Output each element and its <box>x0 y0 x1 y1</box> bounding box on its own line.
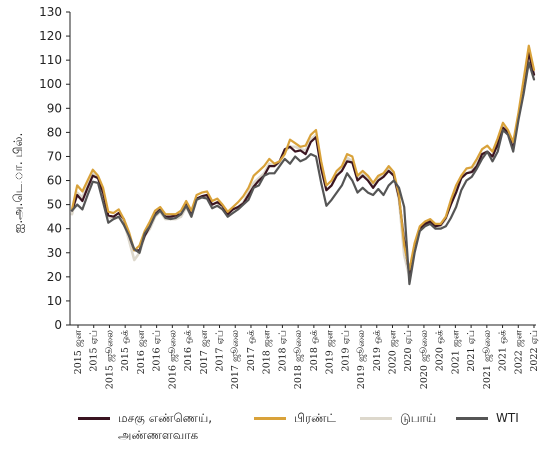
x-tick-label: 2021 ஜன <box>450 329 461 374</box>
legend-label-brent: பிரண்ட் <box>294 411 336 425</box>
legend-label-wti: WTI <box>496 411 519 425</box>
y-tick-label: 30 <box>47 246 62 260</box>
series-brent-line <box>70 44 536 271</box>
legend-swatch-dubai <box>360 417 392 420</box>
legend-swatch-brent <box>254 417 286 420</box>
y-tick-label: 80 <box>47 125 62 139</box>
x-tick-label: 2020 ஜூலை <box>419 330 430 389</box>
x-tick-label: 2016 ஜூலை <box>167 330 178 389</box>
x-tick-label: 2017 ஜூலை <box>230 330 241 389</box>
y-tick-label: 100 <box>39 77 62 91</box>
y-tick-label: 60 <box>47 174 62 188</box>
series-wti-line <box>70 61 536 286</box>
legend: மசகு எண்ணெய், அண்ணளவாக பிரண்ட் டுபாய் WT… <box>0 410 541 450</box>
legend-label-crude-average-line1: மசகு எண்ணெய், <box>118 411 213 425</box>
x-tick-label: 2015 ஜன <box>73 329 84 374</box>
x-tick-label: 2015 ஜூலை <box>104 330 115 389</box>
x-tick-label: 2020 ஏப் <box>403 330 414 372</box>
y-tick-label: 130 <box>39 5 62 19</box>
x-tick-label: 2019 ஒக் <box>372 330 383 371</box>
y-axis: 0 10 20 30 40 50 60 70 80 90 100 110 120 130 <box>39 5 71 332</box>
x-tick-label: 2016 ஏப் <box>152 330 163 372</box>
x-tick-label: 2019 ஜூலை <box>356 330 367 389</box>
y-tick-label: 20 <box>47 270 62 284</box>
x-tick-label: 2020 ஜன <box>387 329 398 374</box>
legend-label-crude-average-line2: அண்ணளவாக <box>118 428 199 442</box>
y-tick-label: 50 <box>47 198 62 212</box>
y-tick-label: 40 <box>47 222 62 236</box>
x-tick-label: 2015 ஏப் <box>89 330 100 372</box>
legend-swatch-wti <box>456 417 488 420</box>
x-tick-label: 2021 ஒக் <box>498 330 509 371</box>
x-tick-label: 2018 ஒக் <box>309 330 320 371</box>
x-tick-label: 2015 ஒக் <box>120 330 131 371</box>
x-axis: 2015 ஜன 2015 ஏப் 2015 ஜூலை 2015 ஒக் 2016 ஜன 2… <box>70 324 540 389</box>
x-tick-label: 2017 ஏப் <box>215 330 226 372</box>
y-tick-label: 70 <box>47 149 62 163</box>
x-tick-label: 2020 ஒக் <box>435 330 446 371</box>
x-tick-label: 2021 ஏப் <box>466 330 477 372</box>
x-tick-label: 2017 ஒக் <box>246 330 257 371</box>
x-tick-label: 2022 ஜன <box>513 329 524 374</box>
x-tick-label: 2019 ஜன <box>325 329 336 374</box>
x-tick-label: 2018 ஜன <box>262 329 273 374</box>
x-tick-label: 2016 ஒக் <box>183 330 194 371</box>
x-tick-label: 2018 ஏப் <box>277 330 288 372</box>
y-tick-label: 110 <box>39 53 62 67</box>
y-tick-label: 120 <box>39 29 62 43</box>
x-tick-label: 2016 ஜன <box>136 329 147 374</box>
x-tick-label: 2021 ஜூலை <box>482 330 493 389</box>
y-tick-label: 0 <box>54 318 62 332</box>
series-lines <box>70 44 536 286</box>
y-tick-label: 90 <box>47 101 62 115</box>
x-tick-label: 2017 ஜன <box>199 329 210 374</box>
y-tick-label: 10 <box>47 294 62 308</box>
legend-swatch-crude-average <box>78 417 110 420</box>
x-tick-label: 2018 ஜூலை <box>293 330 304 389</box>
legend-label-dubai: டுபாய் <box>400 411 437 425</box>
x-tick-label: 2019 ஏப் <box>340 330 351 372</box>
y-axis-label: ஐ.அ.டெ.ா. பில். <box>11 133 25 234</box>
x-tick-label: 2022 ஏப் <box>529 330 540 372</box>
